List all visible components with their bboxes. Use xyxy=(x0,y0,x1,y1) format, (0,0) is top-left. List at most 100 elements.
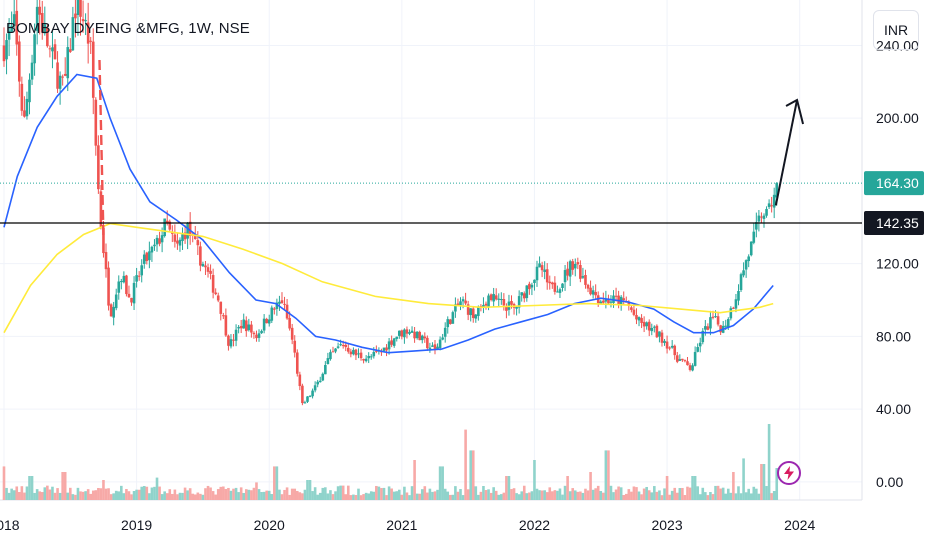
volume-bar xyxy=(142,486,146,500)
volume-bar xyxy=(214,494,217,500)
volume-bar xyxy=(97,487,100,500)
candle-body xyxy=(535,266,539,281)
candle-body xyxy=(250,324,253,333)
volume-bar xyxy=(602,492,605,500)
volume-bar xyxy=(755,488,758,500)
candle-body xyxy=(744,260,748,270)
volume-bar xyxy=(515,493,518,500)
candle-body xyxy=(446,319,450,328)
volume-bar xyxy=(267,490,271,500)
candle-body xyxy=(132,282,136,304)
candle-body xyxy=(487,295,490,307)
candle-body xyxy=(737,290,740,301)
candle-body xyxy=(35,6,39,31)
lightning-icon[interactable] xyxy=(777,461,801,485)
volume-bar xyxy=(665,476,669,500)
candle-body xyxy=(15,10,19,45)
volume-bar xyxy=(148,493,151,500)
candle-body xyxy=(56,62,59,89)
candle-body xyxy=(686,361,689,366)
candle-body xyxy=(561,283,564,289)
volume-bar xyxy=(609,485,613,500)
candle-body xyxy=(186,223,189,239)
candle-body xyxy=(265,318,268,324)
currency-button[interactable]: INR xyxy=(873,10,919,50)
candle-body xyxy=(61,76,64,78)
candle-body xyxy=(637,317,641,321)
volume-bar xyxy=(492,487,495,500)
volume-bar xyxy=(558,488,562,500)
candle-body xyxy=(160,235,164,243)
candle-body xyxy=(586,284,590,289)
candle-body xyxy=(99,191,103,228)
x-tick-label: 2022 xyxy=(519,517,550,533)
volume-bar xyxy=(571,488,575,500)
candle-body xyxy=(252,332,256,335)
candle-body xyxy=(584,274,587,285)
volume-bar xyxy=(556,490,559,500)
candle-body xyxy=(158,238,161,244)
candle-body xyxy=(336,346,340,348)
candle-body xyxy=(367,355,370,359)
volume-bar xyxy=(635,487,638,500)
volume-bar xyxy=(502,492,506,500)
candle-body xyxy=(176,240,179,244)
candle-body xyxy=(288,317,291,329)
candle-body xyxy=(428,347,432,349)
volume-bar xyxy=(642,488,646,500)
candle-body xyxy=(775,183,779,198)
volume-bar xyxy=(18,492,21,500)
candle-body xyxy=(178,239,182,246)
volume-bar xyxy=(742,458,745,500)
candle-body xyxy=(214,292,217,295)
time-axis[interactable]: 2018 2019 2020 2021 2022 2023 2024 xyxy=(0,517,815,533)
volume-bar xyxy=(663,488,666,500)
candle-body xyxy=(548,281,552,284)
candle-body xyxy=(20,83,24,111)
candle-body xyxy=(188,221,192,237)
volume-bar xyxy=(528,492,531,500)
y-tick-label: 0.00 xyxy=(876,474,903,490)
volume-bar xyxy=(522,485,526,500)
candle-body xyxy=(505,306,508,311)
candle-body xyxy=(155,237,159,245)
candle-body xyxy=(278,301,281,304)
volume-bar xyxy=(719,488,722,500)
candle-body xyxy=(25,98,29,117)
volume-bar xyxy=(81,491,85,500)
volume-bar xyxy=(316,494,319,500)
volume-bar xyxy=(15,486,19,500)
candle-body xyxy=(311,390,314,397)
moving-averages xyxy=(3,73,774,354)
x-tick-label: 2023 xyxy=(651,517,682,533)
volume-bar xyxy=(765,486,768,500)
candle-body xyxy=(443,327,447,337)
candle-body xyxy=(321,373,325,381)
candle-body xyxy=(28,79,31,103)
volume-bar xyxy=(250,490,253,500)
candle-body xyxy=(459,301,462,306)
volume-bar xyxy=(298,492,302,500)
candle-body xyxy=(675,355,679,362)
candle-body xyxy=(576,262,580,265)
volume-bar xyxy=(497,494,501,500)
candle-body xyxy=(112,306,115,318)
price-axis[interactable]: 0.0040.0080.00120.00200.00240.00164.3014… xyxy=(864,37,924,490)
candle-body xyxy=(204,265,207,268)
candle-body xyxy=(352,349,355,355)
y-tick-label: 40.00 xyxy=(876,401,911,417)
candle-body xyxy=(403,329,406,338)
candle-body xyxy=(193,236,197,240)
volume-bar xyxy=(762,464,766,500)
volume-bar xyxy=(607,450,610,500)
volume-bar xyxy=(357,488,360,500)
candle-body xyxy=(114,294,118,309)
candle-body xyxy=(670,345,674,348)
volume-bar xyxy=(456,491,460,500)
volume-bar xyxy=(265,490,268,500)
volume-bar xyxy=(114,490,118,500)
volume-bar xyxy=(313,487,317,500)
volume-bar xyxy=(563,485,567,500)
candle-body xyxy=(104,252,108,270)
